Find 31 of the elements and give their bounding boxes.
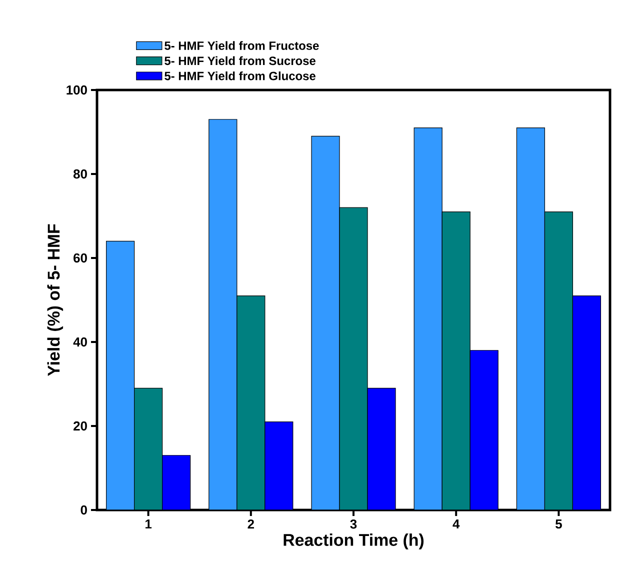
bar bbox=[162, 455, 190, 510]
bar bbox=[340, 208, 368, 510]
legend-label: 5- HMF Yield from Glucose bbox=[164, 71, 316, 80]
bar bbox=[236, 296, 265, 510]
x-tick-label: 3 bbox=[350, 520, 357, 529]
x-tick-label: 5 bbox=[556, 520, 562, 529]
bar bbox=[134, 388, 162, 510]
bar bbox=[442, 212, 470, 510]
x-tick-label: 4 bbox=[452, 520, 460, 528]
bar bbox=[264, 422, 293, 510]
bar bbox=[414, 128, 442, 510]
legend-label: 5- HMF Yield from Sucrose bbox=[164, 56, 316, 66]
y-tick-label: 40 bbox=[73, 337, 87, 347]
bar bbox=[208, 119, 237, 510]
bar bbox=[368, 388, 396, 510]
bar bbox=[312, 136, 340, 510]
x-tick-label: 1 bbox=[146, 520, 152, 528]
x-tick-label: 2 bbox=[248, 520, 254, 529]
legend-label: 5- HMF Yield from Fructose bbox=[164, 41, 319, 50]
bar bbox=[572, 295, 602, 510]
x-axis-title: Reaction Time (h) bbox=[284, 534, 424, 550]
y-tick-label: 0 bbox=[80, 505, 87, 515]
y-axis-title: Yield (%) of 5- HMF bbox=[47, 224, 64, 376]
bar bbox=[516, 127, 546, 510]
y-tick-label: 60 bbox=[74, 253, 87, 263]
y-tick-label: 20 bbox=[74, 421, 87, 431]
bar bbox=[106, 241, 134, 510]
y-tick-label: 80 bbox=[73, 169, 87, 179]
bar bbox=[470, 350, 498, 510]
y-tick-label: 100 bbox=[66, 85, 87, 95]
bar bbox=[544, 211, 574, 510]
